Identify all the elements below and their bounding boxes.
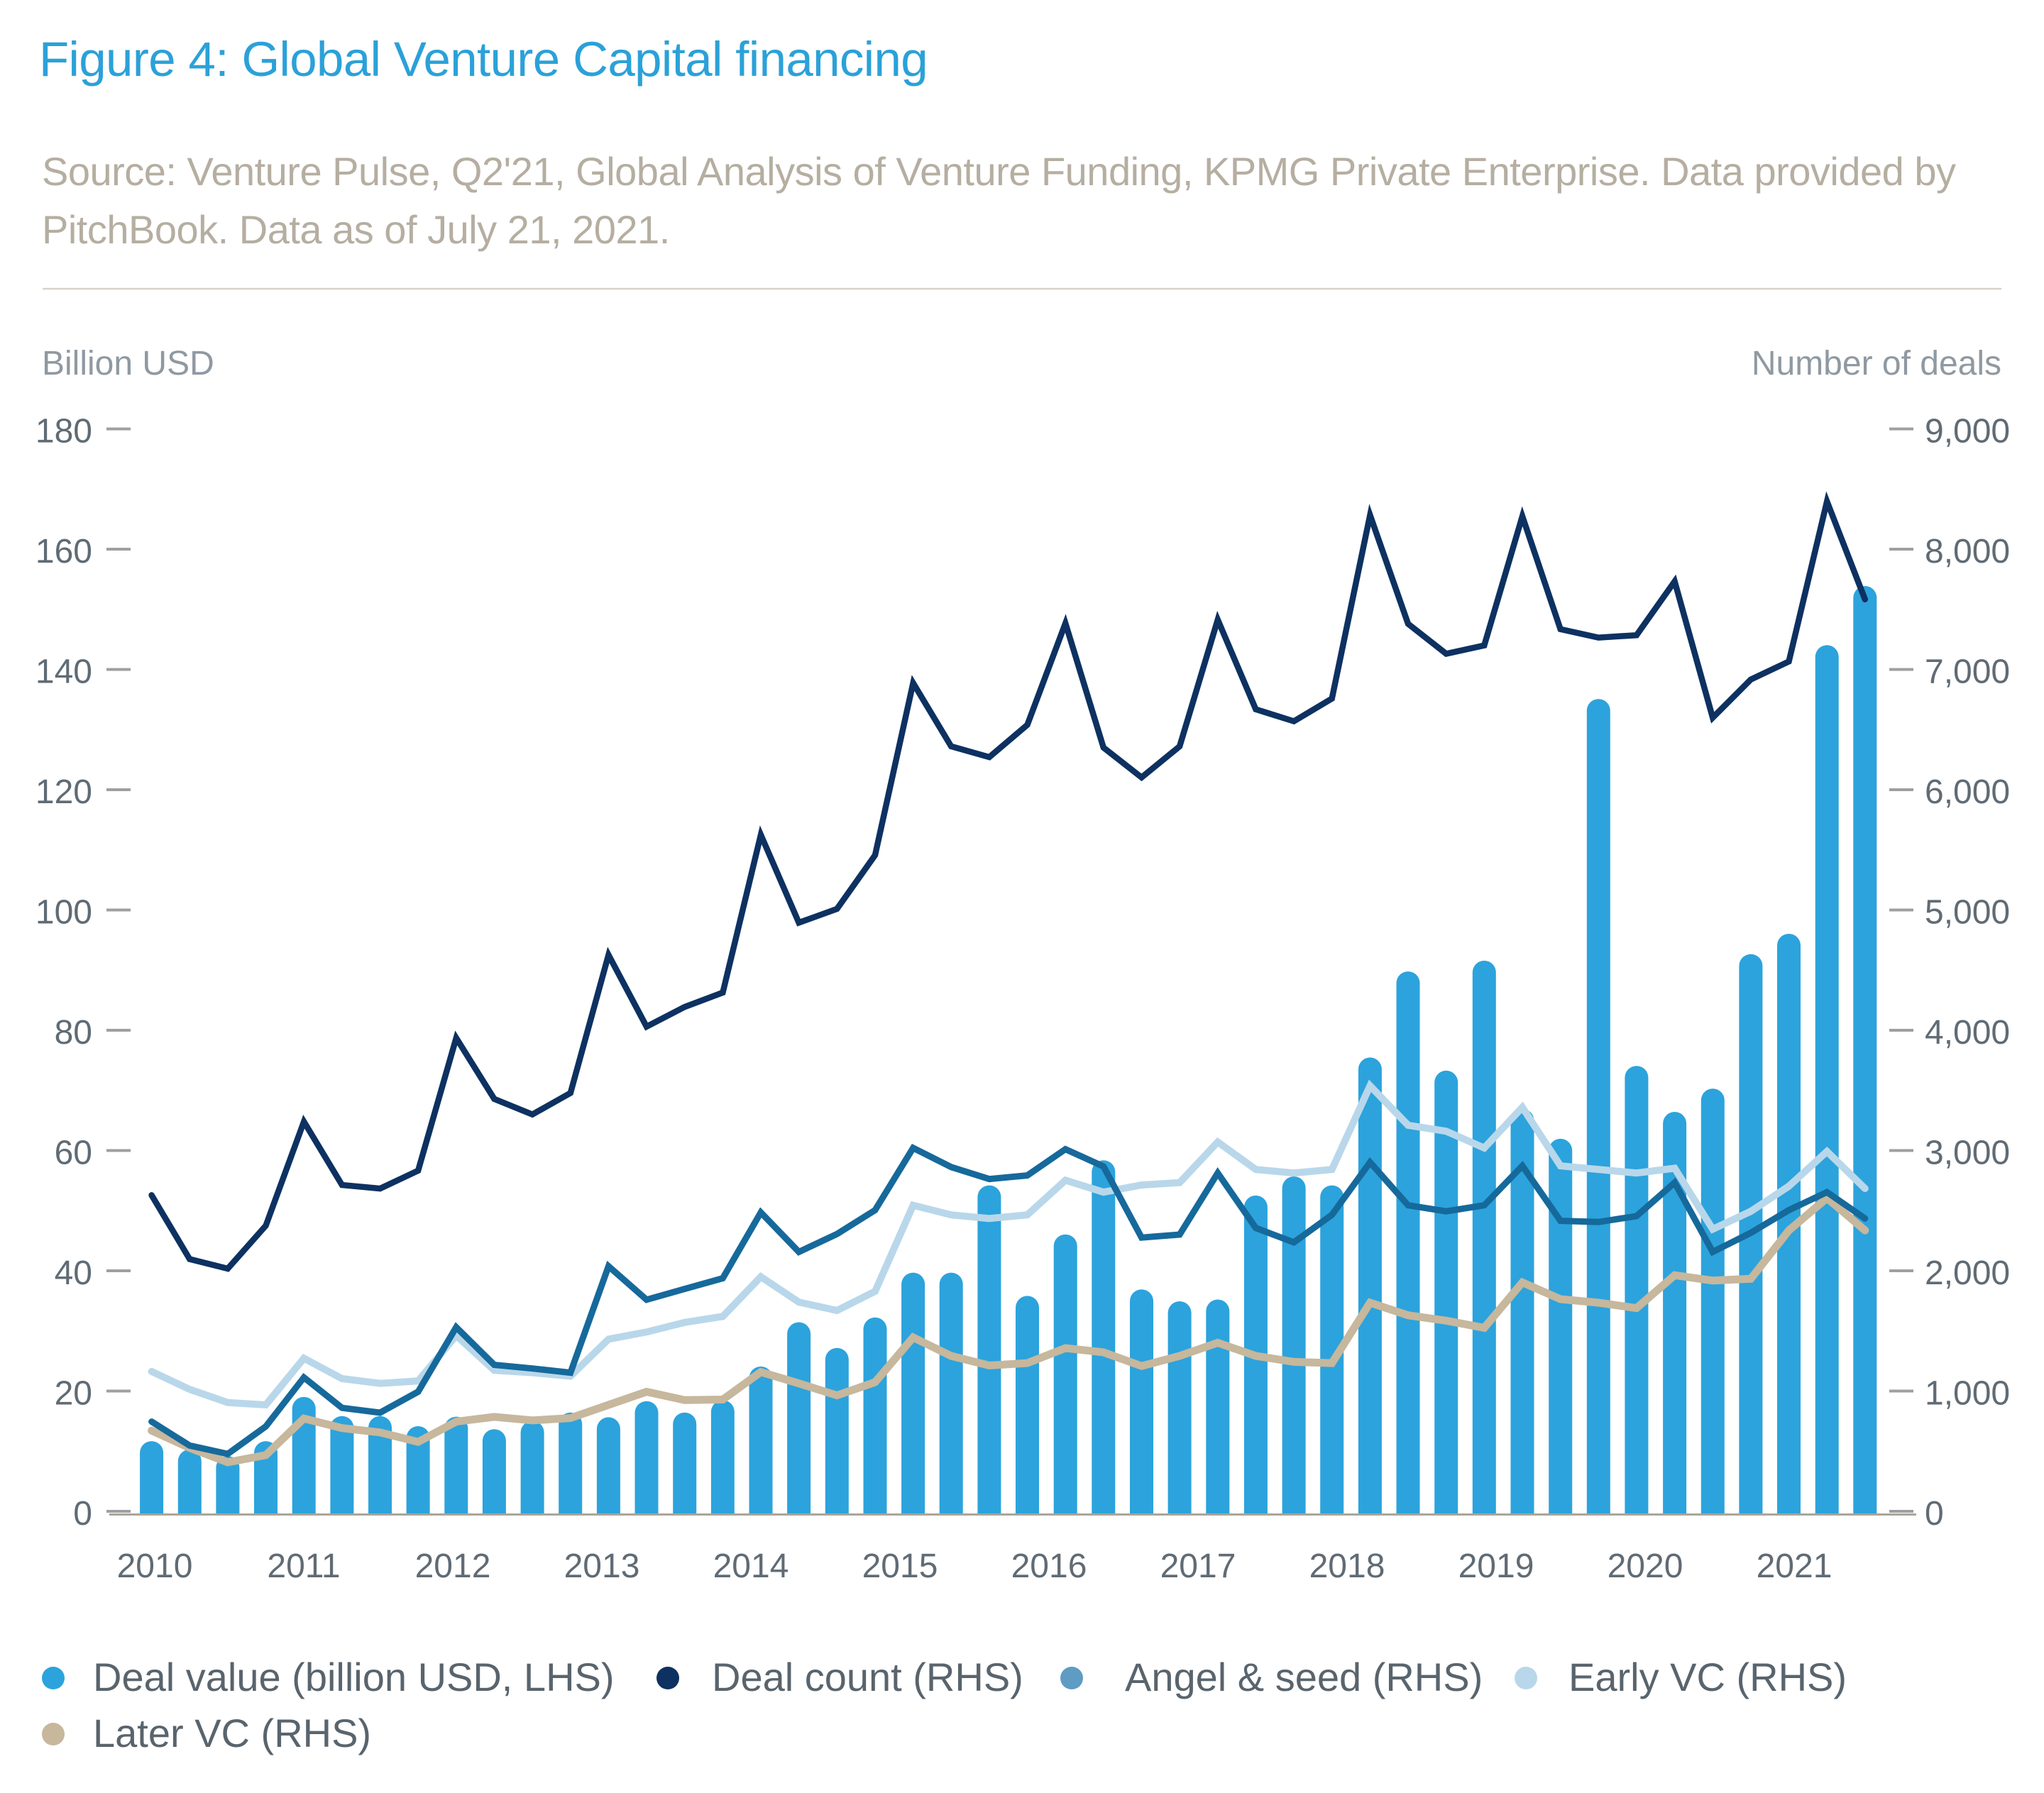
svg-text:Deal value (billion USD, LHS): Deal value (billion USD, LHS) bbox=[93, 1655, 615, 1699]
svg-text:Number of deals: Number of deals bbox=[1752, 345, 2001, 382]
svg-text:2010: 2010 bbox=[117, 1548, 193, 1585]
svg-text:100: 100 bbox=[35, 894, 92, 932]
svg-text:80: 80 bbox=[55, 1014, 92, 1052]
svg-text:9,000: 9,000 bbox=[1925, 413, 2010, 451]
svg-text:2011: 2011 bbox=[267, 1548, 340, 1585]
svg-text:Billion USD: Billion USD bbox=[42, 345, 214, 382]
svg-text:2020: 2020 bbox=[1608, 1548, 1683, 1585]
svg-text:2021: 2021 bbox=[1757, 1548, 1833, 1585]
svg-text:Early VC (RHS): Early VC (RHS) bbox=[1568, 1655, 1847, 1699]
svg-text:60: 60 bbox=[55, 1135, 92, 1172]
svg-text:Angel & seed (RHS): Angel & seed (RHS) bbox=[1125, 1655, 1483, 1699]
svg-text:3,000: 3,000 bbox=[1925, 1135, 2010, 1172]
svg-text:2015: 2015 bbox=[862, 1548, 938, 1585]
svg-text:Figure 4: Global Venture Capit: Figure 4: Global Venture Capital financi… bbox=[39, 32, 928, 87]
svg-text:2019: 2019 bbox=[1458, 1548, 1534, 1585]
svg-text:2018: 2018 bbox=[1309, 1548, 1385, 1585]
svg-text:2012: 2012 bbox=[415, 1548, 491, 1585]
svg-text:20: 20 bbox=[55, 1375, 92, 1413]
svg-text:120: 120 bbox=[35, 773, 92, 811]
svg-text:5,000: 5,000 bbox=[1925, 894, 2010, 932]
svg-text:2013: 2013 bbox=[564, 1548, 640, 1585]
svg-text:8,000: 8,000 bbox=[1925, 533, 2010, 570]
svg-text:Deal count (RHS): Deal count (RHS) bbox=[712, 1655, 1023, 1699]
svg-text:0: 0 bbox=[73, 1495, 92, 1533]
svg-text:Source: Venture Pulse, Q2'21,: Source: Venture Pulse, Q2'21, Global Ana… bbox=[42, 149, 1956, 194]
svg-text:Later VC (RHS): Later VC (RHS) bbox=[93, 1711, 371, 1755]
svg-text:160: 160 bbox=[35, 533, 92, 570]
svg-text:4,000: 4,000 bbox=[1925, 1014, 2010, 1052]
svg-text:1,000: 1,000 bbox=[1925, 1375, 2010, 1413]
svg-text:2017: 2017 bbox=[1160, 1548, 1236, 1585]
svg-text:7,000: 7,000 bbox=[1925, 653, 2010, 691]
svg-text:40: 40 bbox=[55, 1254, 92, 1292]
svg-text:PitchBook. Data as of July 21,: PitchBook. Data as of July 21, 2021. bbox=[42, 207, 670, 252]
svg-text:2014: 2014 bbox=[713, 1548, 789, 1585]
svg-text:140: 140 bbox=[35, 653, 92, 691]
svg-text:6,000: 6,000 bbox=[1925, 773, 2010, 811]
svg-text:180: 180 bbox=[35, 413, 92, 451]
svg-text:0: 0 bbox=[1925, 1495, 1944, 1533]
svg-text:2,000: 2,000 bbox=[1925, 1254, 2010, 1292]
svg-text:2016: 2016 bbox=[1011, 1548, 1087, 1585]
